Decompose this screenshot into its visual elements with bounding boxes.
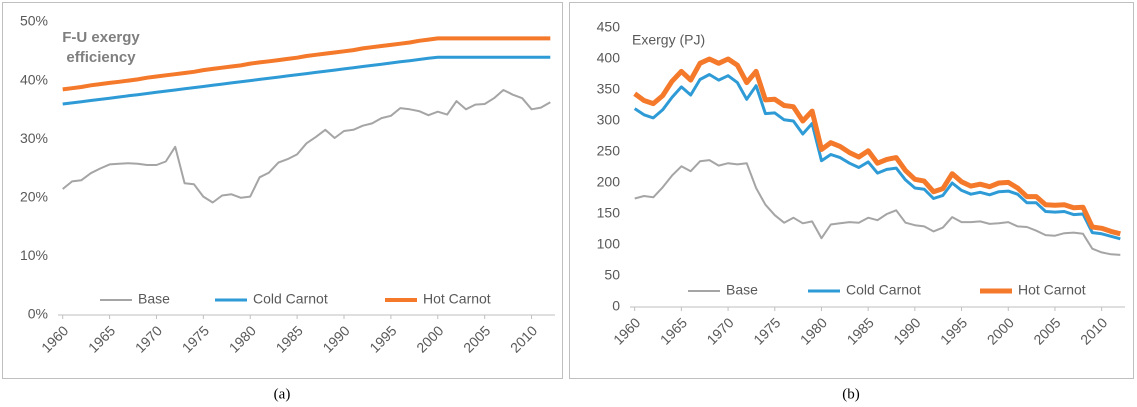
x-tick-label: 2010 <box>507 322 540 355</box>
series-line <box>62 89 551 204</box>
legend-label: Hot Carnot <box>1018 282 1086 298</box>
y-tick-label: 450 <box>597 19 621 35</box>
x-tick-label: 2010 <box>1077 314 1110 347</box>
x-tick-label: 1980 <box>226 322 259 355</box>
x-tick-label: 1985 <box>273 322 306 355</box>
y-tick-label: 250 <box>597 143 621 159</box>
y-tick-label: 350 <box>597 81 621 97</box>
panel-frame <box>2 2 563 379</box>
x-tick-label: 1960 <box>38 322 71 355</box>
caption: (b) <box>842 386 860 402</box>
x-tick-label: 1970 <box>703 314 736 347</box>
x-tick-label: 1970 <box>132 322 165 355</box>
y-tick-label: 300 <box>597 112 621 128</box>
x-tick-label: 1990 <box>890 314 923 347</box>
x-tick-label: 1995 <box>366 322 399 355</box>
chart-title: F-U exergy efficiency <box>62 29 140 66</box>
series-line <box>62 36 551 92</box>
y-tick-label: 20% <box>20 189 48 205</box>
legend-label: Base <box>138 291 170 307</box>
y-tick-label: 30% <box>20 130 48 146</box>
panel-frame <box>569 2 1134 379</box>
y-tick-label: 400 <box>597 50 621 66</box>
x-tick-label: 1985 <box>844 314 877 347</box>
legend-label: Hot Carnot <box>423 291 491 307</box>
x-tick-label: 1965 <box>657 314 690 347</box>
y-tick-label: 100 <box>597 236 621 252</box>
y-tick-label: 50% <box>20 13 48 29</box>
x-tick-label: 1995 <box>937 314 970 347</box>
y-tick-label: 200 <box>597 174 621 190</box>
y-axis-label: Exergy (PJ) <box>632 32 705 48</box>
x-tick-label: 2005 <box>460 322 493 355</box>
legend-label: Base <box>726 282 758 298</box>
x-tick-label: 1980 <box>797 314 830 347</box>
series-line <box>633 73 1121 241</box>
y-tick-label: 40% <box>20 71 48 87</box>
y-tick-label: 0% <box>28 306 48 322</box>
x-tick-label: 1960 <box>610 314 643 347</box>
series-line <box>634 159 1121 256</box>
x-tick-label: 1975 <box>179 322 212 355</box>
y-tick-label: 150 <box>597 205 621 221</box>
y-tick-label: 50 <box>604 267 620 283</box>
x-tick-label: 1975 <box>750 314 783 347</box>
y-tick-label: 0 <box>612 298 620 314</box>
y-tick-label: 10% <box>20 247 48 263</box>
x-tick-label: 1965 <box>85 322 118 355</box>
legend-label: Cold Carnot <box>253 291 328 307</box>
x-tick-label: 2000 <box>413 322 446 355</box>
x-tick-label: 2005 <box>1030 314 1063 347</box>
series-line <box>633 56 1121 237</box>
legend-label: Cold Carnot <box>846 282 921 298</box>
caption: (a) <box>274 386 291 402</box>
x-tick-label: 2000 <box>984 314 1017 347</box>
x-tick-label: 1990 <box>319 322 352 355</box>
series-line <box>62 55 551 106</box>
